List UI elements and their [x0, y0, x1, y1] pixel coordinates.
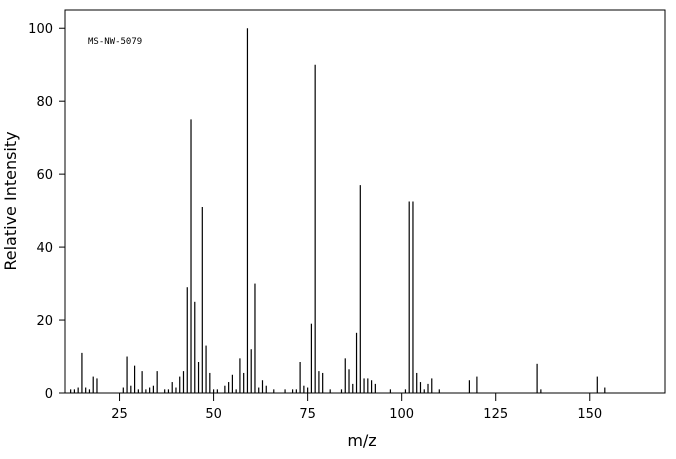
x-tick-label: 100 [389, 407, 414, 422]
x-axis-label: m/z [347, 431, 376, 450]
x-tick-label: 125 [483, 407, 508, 422]
y-tick-label: 40 [36, 241, 53, 256]
y-axis-label: Relative Intensity [1, 131, 20, 270]
y-tick-label: 0 [45, 387, 53, 402]
y-tick-label: 20 [36, 314, 53, 329]
x-tick-label: 50 [205, 407, 222, 422]
y-tick-label: 100 [28, 22, 53, 37]
plot-frame [64, 9, 666, 394]
chart-title: MS-NW-5079 [88, 37, 142, 47]
x-tick-label: 150 [577, 407, 602, 422]
y-tick-label: 60 [36, 168, 53, 183]
y-tick-label: 80 [36, 95, 53, 110]
x-tick-label: 75 [299, 407, 316, 422]
x-tick-label: 25 [111, 407, 128, 422]
